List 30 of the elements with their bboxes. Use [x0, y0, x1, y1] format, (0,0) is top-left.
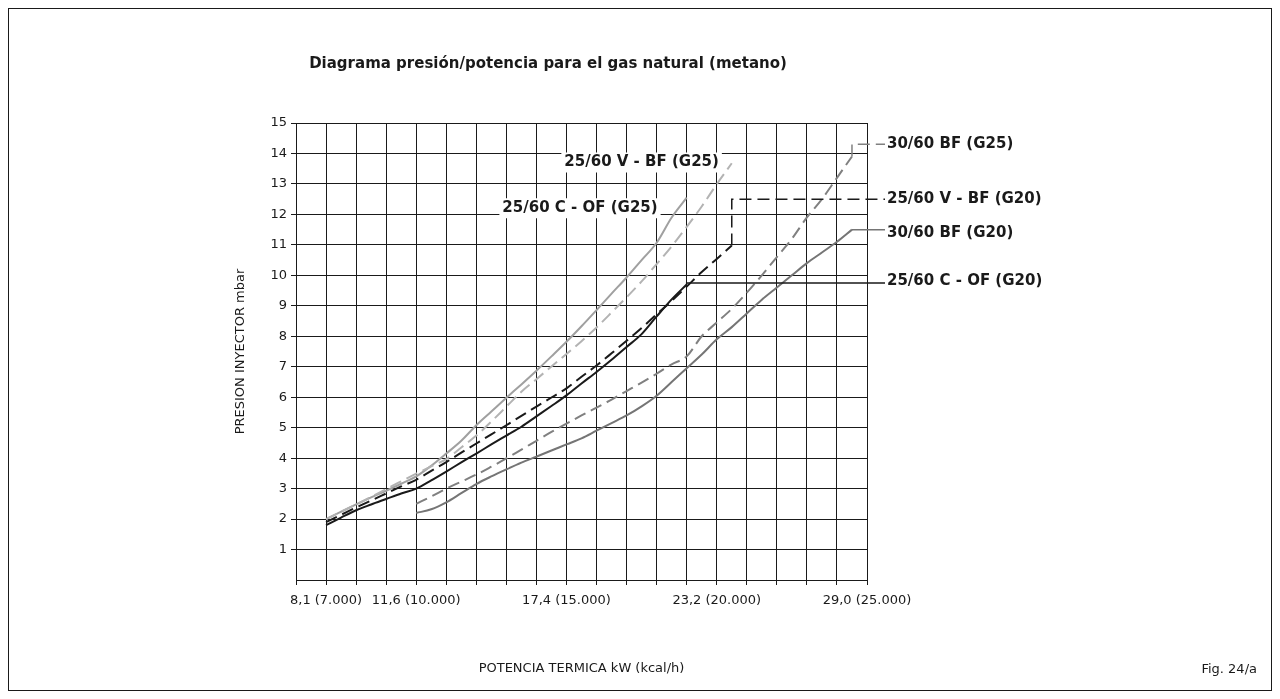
text: 25/60 V - BF (G20)	[887, 189, 1042, 208]
y-tick-label: 7	[278, 358, 287, 374]
legend-label: 30/60 BF (G25)	[887, 134, 1014, 153]
x-axis-title: POTENCIA TERMICA kW (kcal/h)	[478, 659, 685, 675]
x-tick-label: 17,4 (15.000)	[522, 592, 611, 608]
x-tick-label: 29,0 (25.000)	[822, 592, 912, 608]
y-tick-label: 8	[278, 327, 287, 343]
series-label: 25/60 C - OF (G25)	[502, 198, 658, 217]
y-tick-label: 3	[278, 479, 287, 495]
y-tick-label: 10	[270, 266, 287, 282]
y-axis-title: PRESION INYECTOR mbar	[232, 268, 248, 435]
y-tick-label: 12	[270, 205, 287, 221]
series-label: 25/60 V - BF (G25)	[564, 152, 719, 171]
x-tick-label: 8,1 (7.000)	[289, 592, 363, 608]
y-tick-label: 13	[270, 175, 287, 191]
y-tick-label: 6	[278, 388, 287, 404]
y-tick-label: 14	[270, 144, 287, 160]
y-tick-label: 1	[278, 540, 287, 556]
x-tick-label: 23,2 (20.000)	[672, 592, 762, 608]
y-tick-label: 4	[278, 449, 287, 465]
y-tick-label: 2	[278, 510, 287, 526]
x-tick-label: 11,6 (10.000)	[371, 592, 461, 608]
chart-title: Diagrama presión/potencia para el gas natural (metano)	[309, 53, 787, 72]
y-tick-label: 5	[278, 419, 287, 435]
y-tick-label: 11	[270, 236, 287, 252]
legend-label: 30/60 BF (G20)	[887, 222, 1014, 241]
y-tick-label: 15	[270, 114, 287, 130]
caption: Fig. 24/a	[1201, 661, 1257, 676]
text: 25/60 C - OF (G20)	[887, 271, 1043, 290]
y-tick-label: 9	[278, 297, 287, 313]
